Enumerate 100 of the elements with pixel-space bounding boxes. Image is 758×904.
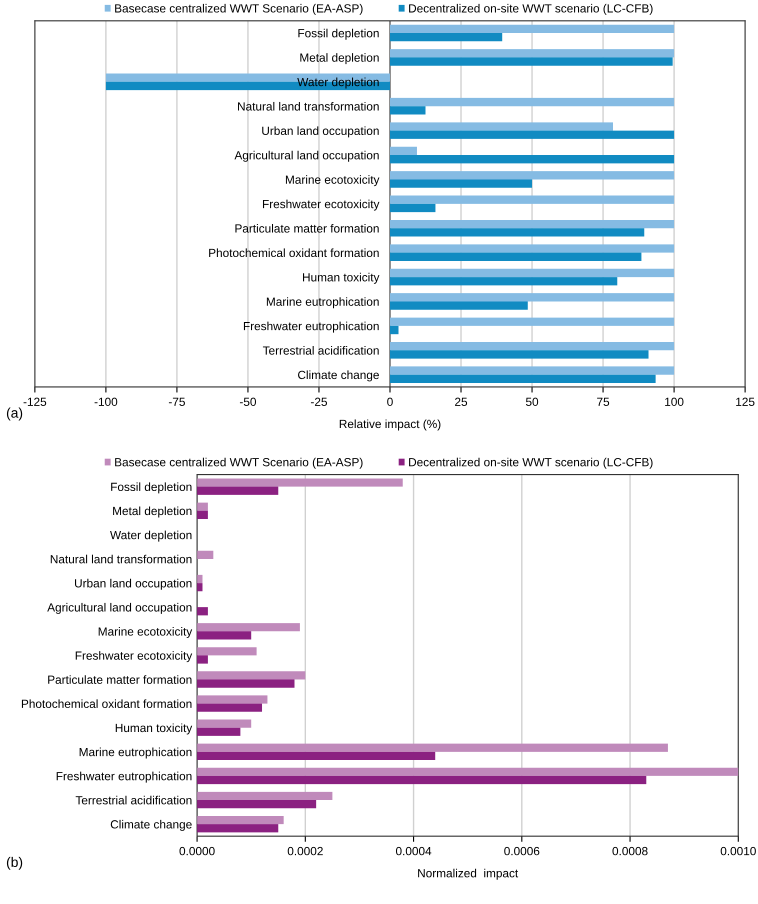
- bar: [197, 824, 278, 832]
- bar: [197, 478, 403, 487]
- bar: [390, 155, 674, 164]
- bar: [390, 252, 642, 261]
- y-tick-label: Agricultural land occupation: [47, 602, 192, 614]
- y-tick-label: Freshwater eutrophication: [244, 322, 379, 333]
- y-tick-label: Freshwater ecotoxicity: [76, 651, 192, 662]
- bar: [390, 318, 674, 326]
- y-tick-label: Metal depletion: [113, 506, 192, 518]
- bar: [197, 800, 316, 808]
- bar: [390, 24, 674, 33]
- x-tick-label: -125: [24, 398, 46, 406]
- x-tick-label: 0.0000: [179, 846, 215, 856]
- y-tick-label: Freshwater eutrophication: [56, 772, 192, 783]
- bar: [197, 502, 208, 511]
- bar: [390, 98, 674, 106]
- bar: [197, 720, 252, 728]
- y-tick-label: Climate change: [298, 370, 379, 382]
- bar: [197, 486, 278, 495]
- y-tick-label: Agricultural land occupation: [234, 150, 379, 162]
- bar: [390, 57, 673, 66]
- bar: [197, 744, 668, 752]
- y-tick-label: Natural land transformation: [50, 554, 192, 564]
- bar: [390, 342, 674, 350]
- bar: [197, 623, 300, 632]
- y-tick-label: Climate change: [110, 820, 192, 831]
- bar: [197, 728, 240, 736]
- bar: [390, 32, 502, 42]
- bar: [197, 671, 306, 680]
- x-tick-label: 0.0002: [288, 846, 323, 856]
- bar: [390, 179, 532, 188]
- x-tick-label: 100: [665, 398, 684, 406]
- x-tick-label: 75: [597, 398, 610, 406]
- x-tick-label: 0: [387, 398, 393, 406]
- bar: [390, 268, 674, 278]
- y-tick-label: Natural land transformation: [238, 102, 379, 111]
- y-tick-label: Urban land occupation: [75, 578, 192, 590]
- bar: [197, 768, 738, 776]
- text: (b): [6, 856, 22, 870]
- y-tick-label: Human toxicity: [116, 723, 192, 734]
- x-tick-label: 0.0006: [504, 846, 540, 856]
- y-tick-label: Photochemical oxidant formation: [22, 699, 192, 708]
- bar: [197, 655, 208, 664]
- bar: [390, 374, 656, 384]
- y-tick-label: Fossil depletion: [111, 482, 192, 494]
- bar: [390, 301, 528, 310]
- bar: [197, 695, 268, 704]
- bar: [390, 204, 436, 212]
- bar: [197, 752, 436, 760]
- x-tick-label: -50: [240, 398, 256, 406]
- bar: [390, 350, 649, 359]
- bar: [390, 196, 674, 204]
- legend-label: Decentralized on-site WWT scenario (LC-CFB): [409, 458, 653, 469]
- bar: [390, 49, 674, 58]
- y-tick-label: Particulate matter formation: [235, 224, 379, 233]
- text: (a): [6, 408, 22, 420]
- bar: [390, 122, 614, 131]
- bar: [390, 277, 618, 286]
- bar: [390, 146, 417, 156]
- bar: [390, 228, 644, 237]
- legend-label: Basecase centralized WWT Scenario (EA-ASP): [115, 458, 363, 469]
- bar: [390, 106, 426, 115]
- x-tick-label: 25: [455, 398, 468, 406]
- x-tick-label: 50: [526, 398, 538, 406]
- y-tick-label: Marine ecotoxicity: [98, 627, 192, 638]
- x-tick-label: -75: [168, 398, 185, 406]
- bar: [197, 583, 202, 592]
- y-tick-label: Marine eutrophication: [80, 748, 192, 759]
- y-tick-label: Urban land occupation: [262, 126, 379, 138]
- x-tick-label: 125: [736, 398, 754, 406]
- bar: [390, 130, 674, 139]
- bar: [197, 574, 202, 584]
- bar: [197, 647, 257, 656]
- x-tick-label: 0.0010: [720, 846, 756, 856]
- bar: [197, 816, 284, 824]
- legend-label: Decentralized on-site WWT scenario (LC-CFB): [409, 4, 653, 15]
- x-tick-label: -25: [310, 398, 328, 406]
- bar: [197, 607, 208, 616]
- y-tick-label: Marine ecotoxicity: [286, 175, 380, 186]
- y-tick-label: Particulate matter formation: [48, 675, 192, 684]
- bar: [390, 293, 674, 302]
- x-tick-label: 0.0004: [396, 846, 432, 856]
- x-axis-title: Normalized impact: [418, 868, 518, 880]
- x-tick-label: 0.0008: [612, 846, 648, 856]
- bar: [197, 510, 208, 519]
- bar: [390, 326, 399, 334]
- y-tick-label: Metal depletion: [300, 53, 379, 64]
- bar: [390, 220, 674, 228]
- x-axis-title: Relative impact (%): [340, 419, 440, 430]
- bar: [197, 776, 646, 784]
- bar: [390, 171, 674, 180]
- bar: [390, 366, 674, 375]
- y-tick-label: Human toxicity: [303, 272, 380, 284]
- bar: [197, 680, 294, 688]
- y-tick-label: Fossil depletion: [298, 28, 379, 40]
- y-tick-label: Marine eutrophication: [266, 297, 379, 308]
- bar: [197, 631, 252, 640]
- y-tick-label: Freshwater ecotoxicity: [262, 200, 380, 211]
- y-tick-label: Terrestrial acidification: [76, 796, 192, 804]
- y-tick-label: Terrestrial acidification: [262, 346, 379, 355]
